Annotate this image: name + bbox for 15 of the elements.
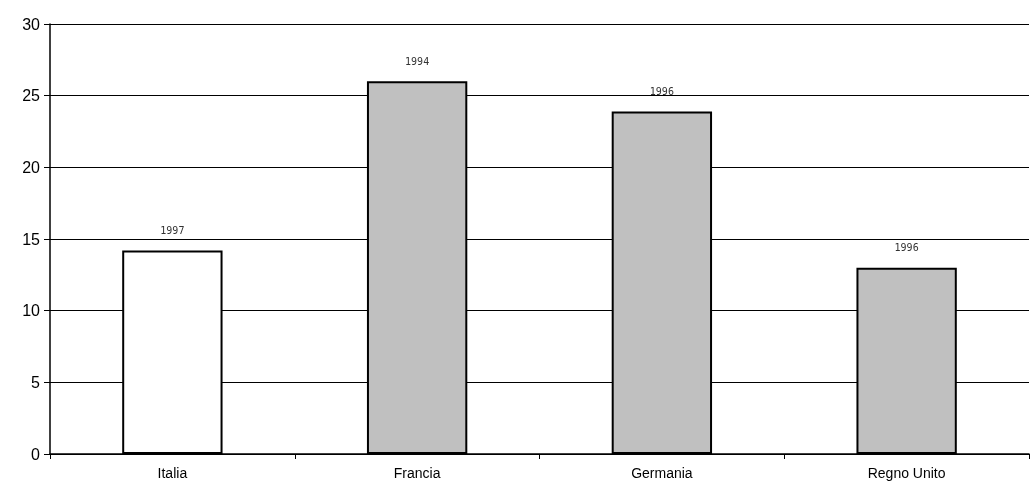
- y-tick-label: 5: [31, 373, 41, 391]
- y-tick-label: 15: [22, 230, 41, 248]
- y-tick-label: 0: [31, 445, 41, 463]
- annotation: 1996: [894, 242, 919, 254]
- x-tick-label: Italia: [157, 465, 188, 481]
- x-tick-label: Regno Unito: [867, 465, 946, 481]
- x-tick-label: Germania: [631, 465, 693, 481]
- y-tick-label: 25: [22, 87, 41, 105]
- y-tick-label: 10: [22, 302, 41, 320]
- y-tick-label: 30: [22, 15, 41, 33]
- annotation: 1996: [649, 85, 674, 97]
- annotation: 1994: [405, 55, 430, 67]
- annotation: 1997: [160, 224, 185, 236]
- x-tick-label: Francia: [393, 465, 441, 481]
- y-tick-label: 20: [22, 158, 41, 176]
